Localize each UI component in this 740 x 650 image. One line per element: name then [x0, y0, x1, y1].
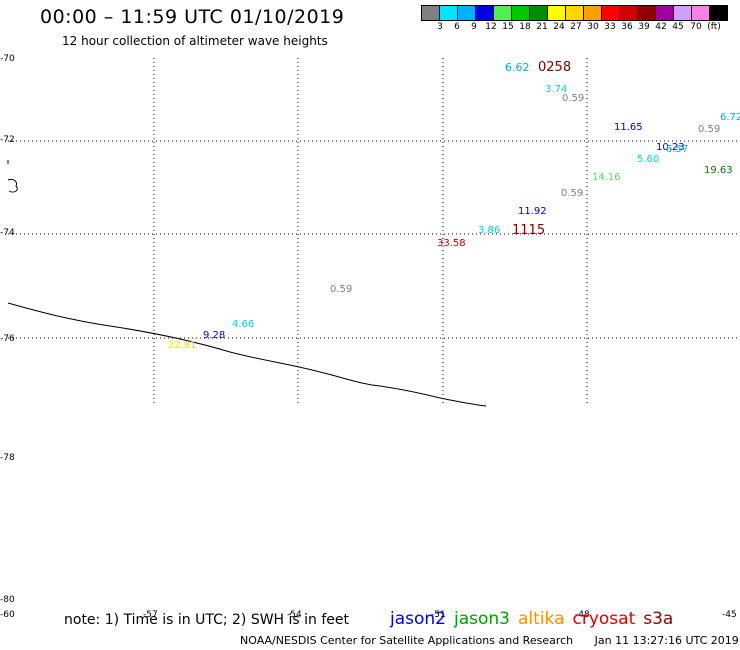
legend-s3a: s3a	[643, 609, 674, 629]
wave-height-label: 0.59	[561, 188, 583, 199]
scale-label: 36	[621, 22, 633, 32]
scale-label: 15	[502, 22, 514, 32]
generated-timestamp: Jan 11 13:27:16 UTC 2019	[594, 634, 739, 647]
latitude-label: -72	[0, 135, 15, 145]
longitude-label: -48	[575, 610, 590, 620]
scale-label: 30	[587, 22, 599, 32]
scale-swatch	[709, 5, 728, 21]
wave-height-label: 10.23	[656, 142, 685, 153]
latitude-label: -80	[0, 595, 15, 605]
satellite-legend: jason2 jason3 altika cryosat s3a	[390, 609, 681, 629]
credit-line: NOAA/NESDIS Center for Satellite Applica…	[240, 634, 739, 647]
scale-label: 42	[655, 22, 667, 32]
legend-altika: altika	[518, 609, 565, 629]
latitude-label: -74	[0, 228, 15, 238]
wave-height-label: 1115	[512, 223, 545, 238]
wave-height-label: 3.86	[478, 225, 500, 236]
scale-label: 45	[672, 22, 684, 32]
scale-label: 21	[536, 22, 548, 32]
wave-height-label: 19.63	[704, 165, 733, 176]
latitude-label: -76	[0, 334, 15, 344]
longitude-label: -54	[287, 610, 302, 620]
wave-height-label: 0258	[538, 60, 571, 75]
scale-label: 12	[485, 22, 497, 32]
map-subtitle: 12 hour collection of altimeter wave hei…	[62, 34, 328, 48]
longitude-label: -60	[0, 610, 15, 620]
wave-height-label: 3.74	[545, 84, 567, 95]
map-title: 00:00 – 11:59 UTC 01/10/2019	[40, 6, 345, 28]
scale-label: 24	[553, 22, 565, 32]
scale-label: 9	[471, 22, 477, 32]
wave-height-label: 11.65	[614, 122, 643, 133]
wave-height-label: 9.28	[203, 330, 225, 341]
legend-jason3: jason3	[454, 609, 510, 629]
latitude-label: -78	[0, 453, 15, 463]
footer-note: note: 1) Time is in UTC; 2) SWH is in fe…	[64, 612, 350, 628]
axis-labels: -70 -72 -74 -76 -78 -80 -60 -57 -54 -51 -48 -45	[0, 54, 737, 620]
credit-text: NOAA/NESDIS Center for Satellite Applica…	[240, 634, 574, 647]
legend-jason2: jason2	[390, 609, 446, 629]
wave-height-label: 5.60	[637, 154, 659, 165]
scale-label: 39	[638, 22, 650, 32]
longitude-label: -45	[722, 610, 737, 620]
scale-label: 27	[570, 22, 582, 32]
wave-height-label: 0.59	[698, 124, 720, 135]
wave-height-label: 11.92	[518, 206, 547, 217]
scale-label: 33	[604, 22, 616, 32]
longitude-label: -57	[143, 610, 158, 620]
island-outline	[7, 179, 18, 193]
longitude-label: -51	[431, 610, 446, 620]
wave-height-label: 4.66	[232, 319, 254, 330]
latitude-label: -70	[0, 54, 15, 64]
scale-label: (ft)	[707, 22, 721, 32]
color-scale-bar	[421, 5, 728, 21]
scale-label: 18	[519, 22, 531, 32]
wave-height-label: 14.16	[592, 172, 621, 183]
ice-shelf-coastline	[7, 302, 487, 407]
graticule	[8, 58, 740, 405]
scale-label: 6	[454, 22, 460, 32]
wave-height-label: 0.59	[330, 284, 352, 295]
wave-height-label: 6.62	[505, 61, 530, 74]
wave-height-label: 33.58	[437, 238, 466, 249]
wave-height-label: 6.72	[720, 112, 740, 123]
coastline	[7, 160, 487, 407]
scale-label: 3	[437, 22, 443, 32]
wave-height-label: 6.57	[666, 144, 688, 155]
legend-cryosat: cryosat	[572, 609, 636, 629]
scale-label: 70	[690, 22, 702, 32]
wave-height-label: 0.59	[562, 93, 584, 104]
wave-height-label: 22.81	[168, 340, 197, 351]
color-scale-labels: 3 6 9 12 15 18 21 24 27 30 33 36 39 42 45 70 (ft)	[421, 22, 740, 36]
